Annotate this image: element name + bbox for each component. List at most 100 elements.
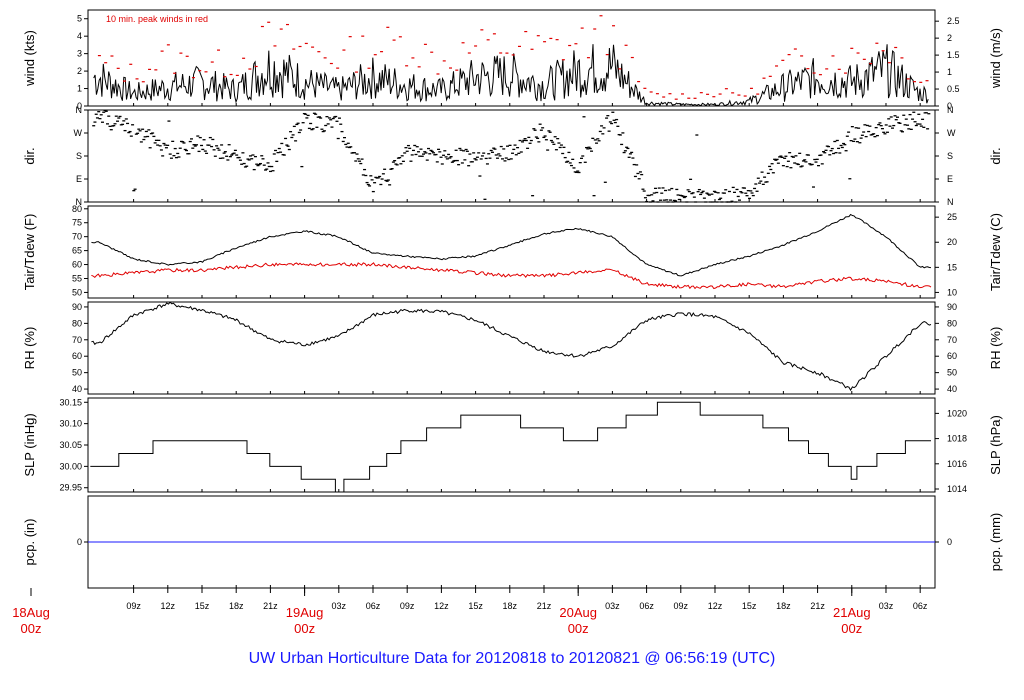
y-axis-title-right: pcp. (mm) — [988, 513, 1003, 572]
day-date-label: 20Aug — [559, 605, 597, 620]
time-tick-label: 09z — [674, 601, 689, 611]
y-tick-label-right: 20 — [947, 237, 957, 247]
y-axis-title-right: Tair/Tdew (C) — [988, 213, 1003, 291]
dewpoint-series — [91, 262, 932, 290]
y-tick-label-left: 75 — [72, 218, 82, 228]
peak-wind-note: 10 min. peak winds in red — [106, 14, 208, 24]
y-axis-title-left: pcp. (in) — [22, 519, 37, 566]
y-tick-label-right: 1 — [947, 67, 952, 77]
y-tick-label-left: W — [74, 128, 83, 138]
time-tick-label: 06z — [913, 601, 928, 611]
air-temperature-series — [91, 213, 932, 277]
y-tick-label-left: N — [76, 105, 83, 115]
y-tick-label-left: 5 — [77, 14, 82, 24]
y-tick-label-left: 30.10 — [59, 419, 82, 429]
y-tick-label-left: 65 — [72, 246, 82, 256]
panel-frame-4 — [87, 301, 936, 395]
y-tick-label-left: 80 — [72, 204, 82, 214]
y-tick-label-left: 30.15 — [59, 397, 82, 407]
y-tick-label-right: 0.5 — [947, 84, 960, 94]
y-tick-label-left: 2 — [77, 66, 82, 76]
time-tick-label: 15z — [468, 601, 483, 611]
sea-level-pressure-series — [90, 401, 931, 493]
y-tick-label-right: 1016 — [947, 459, 967, 469]
y-tick-label-left: 30.05 — [59, 440, 82, 450]
y-axis-title-left: dir. — [22, 147, 37, 164]
day-hour-label: 00z — [21, 621, 42, 636]
y-tick-label-left: 3 — [77, 49, 82, 59]
y-axis-title-right: RH (%) — [988, 327, 1003, 370]
y-tick-label-left: 50 — [72, 287, 82, 297]
y-tick-label-right: 1.5 — [947, 50, 960, 60]
y-tick-label-left: E — [76, 174, 82, 184]
y-tick-label-left: 70 — [72, 335, 82, 345]
day-hour-label: 00z — [841, 621, 862, 636]
y-tick-label-right: N — [947, 197, 954, 207]
y-axis-title-right: SLP (hPa) — [988, 415, 1003, 475]
panel-frame-1 — [87, 9, 936, 107]
y-tick-label-left: 29.95 — [59, 483, 82, 493]
time-tick-label: 18z — [229, 601, 244, 611]
y-axis-title-left: RH (%) — [22, 327, 37, 370]
time-tick-label: 06z — [639, 601, 654, 611]
time-tick-label: 12z — [708, 601, 723, 611]
y-axis-title-right: dir. — [988, 147, 1003, 164]
y-tick-label-left: 30.00 — [59, 461, 82, 471]
y-tick-label-right: 0 — [947, 537, 952, 547]
y-tick-label-left: 60 — [72, 260, 82, 270]
time-tick-label: 09z — [400, 601, 415, 611]
y-tick-label-right: 40 — [947, 384, 957, 394]
y-tick-label-right: 90 — [947, 302, 957, 312]
y-tick-label-left: S — [76, 151, 82, 161]
day-hour-label: 00z — [568, 621, 589, 636]
y-tick-label-right: 1020 — [947, 408, 967, 418]
y-tick-label-right: 50 — [947, 368, 957, 378]
mean-wind-series — [93, 44, 929, 107]
y-tick-label-right: 80 — [947, 318, 957, 328]
y-tick-label-right: 1018 — [947, 434, 967, 444]
time-tick-label: 12z — [434, 601, 449, 611]
y-tick-label-right: 70 — [947, 335, 957, 345]
y-tick-label-left: 60 — [72, 351, 82, 361]
time-tick-label: 21z — [263, 601, 278, 611]
day-date-label: 19Aug — [286, 605, 324, 620]
time-tick-label: 15z — [742, 601, 757, 611]
y-tick-label-left: 1 — [77, 84, 82, 94]
y-axis-title-left: SLP (inHg) — [22, 413, 37, 476]
y-tick-label-left: 4 — [77, 31, 82, 41]
y-axis-title-right: wind (m/s) — [988, 28, 1003, 89]
relative-humidity-series — [91, 301, 932, 392]
y-tick-label-right: 1014 — [947, 484, 967, 494]
y-tick-label-right: 0 — [947, 101, 952, 111]
y-tick-label-left: N — [76, 197, 83, 207]
y-tick-label-right: N — [947, 105, 954, 115]
day-date-label: 21Aug — [833, 605, 871, 620]
y-tick-label-left: 50 — [72, 368, 82, 378]
day-hour-label: 00z — [294, 621, 315, 636]
time-tick-label: 03z — [332, 601, 347, 611]
y-tick-label-right: S — [947, 151, 953, 161]
time-tick-label: 03z — [879, 601, 894, 611]
panel-frame-5 — [87, 397, 936, 493]
time-tick-label: 03z — [605, 601, 620, 611]
y-tick-label-right: 2.5 — [947, 16, 960, 26]
day-date-label: 18Aug — [12, 605, 50, 620]
y-tick-label-left: 80 — [72, 318, 82, 328]
time-tick-label: 15z — [195, 601, 210, 611]
y-tick-label-right: E — [947, 174, 953, 184]
time-tick-label: 09z — [126, 601, 141, 611]
chart-title: UW Urban Horticulture Data for 20120818 … — [248, 650, 776, 667]
y-axis-title-left: wind (kts) — [22, 30, 37, 87]
time-tick-label: 21z — [810, 601, 825, 611]
time-tick-label: 21z — [537, 601, 552, 611]
y-tick-label-left: 40 — [72, 384, 82, 394]
y-tick-label-left: 0 — [77, 537, 82, 547]
time-tick-label: 18z — [503, 601, 518, 611]
y-tick-label-right: 25 — [947, 212, 957, 222]
y-tick-label-right: 2 — [947, 33, 952, 43]
time-tick-label: 18z — [776, 601, 791, 611]
y-tick-label-right: W — [947, 128, 956, 138]
y-axis-title-left: Tair/Tdew (F) — [22, 214, 37, 291]
y-tick-label-left: 0 — [77, 101, 82, 111]
